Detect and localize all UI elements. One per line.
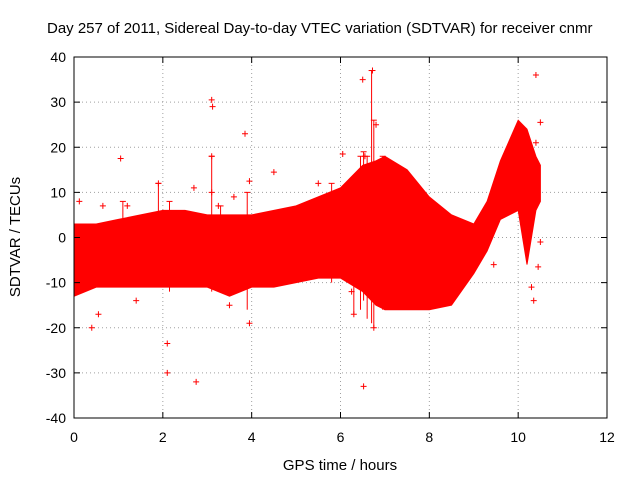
outlier-point	[532, 139, 539, 146]
outlier-point	[133, 297, 140, 304]
y-tick-label: 30	[50, 94, 66, 110]
y-tick-label: 0	[58, 230, 66, 246]
y-tick-label: 10	[50, 184, 66, 200]
outlier-point	[532, 72, 539, 79]
x-tick-label: 4	[248, 429, 256, 445]
x-tick-label: 2	[159, 429, 167, 445]
x-tick-label: 8	[425, 429, 433, 445]
y-tick-label: -20	[46, 320, 66, 336]
outlier-point	[164, 340, 171, 347]
outlier-point	[164, 369, 171, 376]
outlier-point	[315, 180, 322, 187]
outlier-point	[95, 311, 102, 318]
outlier-point	[242, 130, 249, 137]
outlier-point	[209, 103, 216, 110]
outlier-point	[359, 76, 366, 83]
y-tick-label: -30	[46, 365, 66, 381]
outlier-point	[537, 119, 544, 126]
outlier-point	[208, 189, 215, 196]
outlier-point	[348, 288, 355, 295]
x-tick-label: 0	[70, 429, 78, 445]
outlier-point	[190, 184, 197, 191]
outlier-point	[99, 202, 106, 209]
outlier-point	[339, 151, 346, 158]
y-tick-label: 20	[50, 139, 66, 155]
outlier-point	[535, 263, 542, 270]
outlier-point	[124, 202, 131, 209]
outlier-point	[155, 180, 162, 187]
outlier-point	[215, 202, 222, 209]
axis-ticks: 0 2 4 6 8 10 12 -40 -30 -20 -10 0 10 20 30 40	[46, 49, 615, 445]
outlier-point	[537, 239, 544, 246]
outlier-point	[117, 155, 124, 162]
y-axis-label: SDTVAR / TECUs	[7, 177, 24, 297]
outlier-point	[361, 153, 368, 160]
outlier-point	[490, 261, 497, 268]
outlier-point	[370, 324, 377, 331]
x-tick-label: 10	[510, 429, 526, 445]
outlier-point	[360, 383, 367, 390]
outlier-point	[208, 153, 215, 160]
y-tick-label: -40	[46, 410, 66, 426]
x-tick-label: 6	[337, 429, 345, 445]
y-tick-label: 40	[50, 49, 66, 65]
outlier-point	[246, 320, 253, 327]
data-series	[73, 67, 544, 390]
outlier-point	[88, 324, 95, 331]
outlier-point	[230, 193, 237, 200]
outlier-point	[350, 311, 357, 318]
outlier-point	[530, 297, 537, 304]
outlier-point	[528, 284, 535, 291]
y-tick-label: -10	[46, 275, 66, 291]
outlier-point	[193, 378, 200, 385]
outlier-point	[373, 121, 380, 128]
outlier-point	[270, 169, 277, 176]
data-band	[73, 119, 541, 311]
chart-title: Day 257 of 2011, Sidereal Day-to-day VTE…	[47, 20, 592, 37]
outlier-point	[369, 67, 376, 74]
x-tick-label: 12	[599, 429, 615, 445]
outlier-point	[226, 302, 233, 309]
x-axis-label: GPS time / hours	[283, 457, 397, 474]
outlier-point	[246, 178, 253, 185]
outlier-point	[76, 198, 83, 205]
outlier-point	[208, 96, 215, 103]
